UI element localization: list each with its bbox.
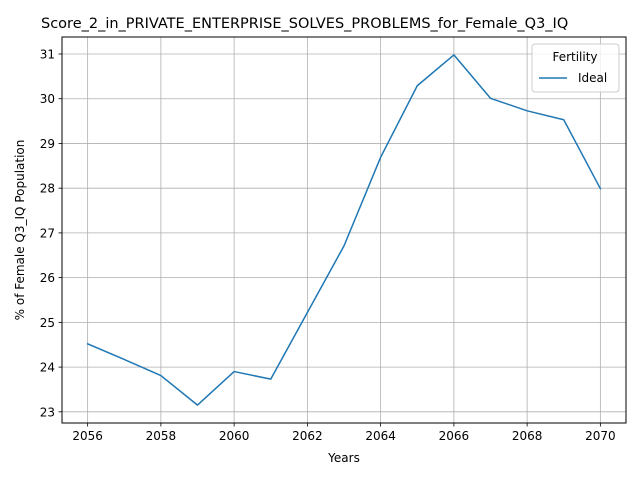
y-tick-label: 28 [40, 182, 55, 196]
y-tick-label: 25 [40, 316, 55, 330]
x-axis-ticks: 2056 2058 2060 2062 2064 2066 2068 2070 [72, 423, 616, 443]
legend-entry-ideal: Ideal [578, 71, 607, 85]
y-tick-label: 27 [40, 226, 55, 240]
x-tick-label: 2068 [512, 429, 543, 443]
y-tick-label: 31 [40, 47, 55, 61]
series-line-ideal [86, 54, 602, 406]
x-tick-label: 2058 [146, 429, 177, 443]
legend-title: Fertility [552, 50, 597, 64]
x-tick-label: 2060 [219, 429, 250, 443]
grid-lines [62, 37, 626, 423]
x-tick-label: 2064 [365, 429, 396, 443]
x-axis-label: Years [327, 451, 360, 465]
x-tick-label: 2056 [72, 429, 103, 443]
x-tick-label: 2062 [292, 429, 323, 443]
y-tick-label: 26 [40, 271, 55, 285]
y-tick-label: 23 [40, 405, 55, 419]
y-axis-label: % of Female Q3_IQ Population [13, 140, 27, 321]
y-tick-label: 30 [40, 92, 55, 106]
x-tick-label: 2070 [585, 429, 616, 443]
legend: Fertility Ideal [531, 43, 620, 93]
series-layer [86, 54, 602, 406]
chart-title: Score_2_in_PRIVATE_ENTERPRISE_SOLVES_PRO… [41, 16, 568, 32]
y-tick-label: 24 [40, 361, 55, 375]
y-tick-label: 29 [40, 137, 55, 151]
x-tick-label: 2066 [439, 429, 470, 443]
y-axis-ticks: 23 24 25 26 27 28 29 30 31 [40, 47, 62, 419]
legend-box [531, 43, 620, 93]
plot-area [61, 36, 627, 424]
